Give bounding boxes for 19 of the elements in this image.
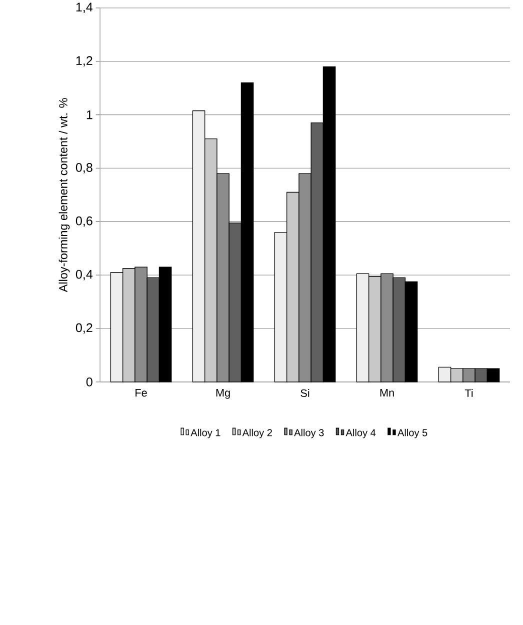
y-tick-label: 0,8 xyxy=(76,163,92,174)
legend-label: Alloy 3 xyxy=(294,428,324,438)
y-tick-label: 1 xyxy=(86,110,92,120)
y-tick-label: 0 xyxy=(86,377,92,386)
x-tick-label: Si xyxy=(300,389,310,398)
x-tick-label: Mg xyxy=(216,389,230,399)
legend-label: Alloy 4 xyxy=(346,428,376,438)
legend-label: Alloy 5 xyxy=(398,428,428,438)
y-axis-title: Alloy-forming element content / wt. % xyxy=(58,98,70,292)
x-tick-label: Ti xyxy=(464,389,473,397)
legend-label: Alloy 1 xyxy=(190,428,220,438)
y-tick-label: 0,6 xyxy=(76,216,92,227)
x-tick-label: Fe xyxy=(136,389,147,397)
y-tick-label: 0,4 xyxy=(76,270,93,280)
y-tick-label: 1,2 xyxy=(76,56,92,67)
y-tick-label: 1,4 xyxy=(76,2,93,14)
y-tick-label: 0,2 xyxy=(76,323,92,334)
legend-label: Alloy 2 xyxy=(242,428,272,438)
x-tick-label: Mn xyxy=(380,389,394,397)
